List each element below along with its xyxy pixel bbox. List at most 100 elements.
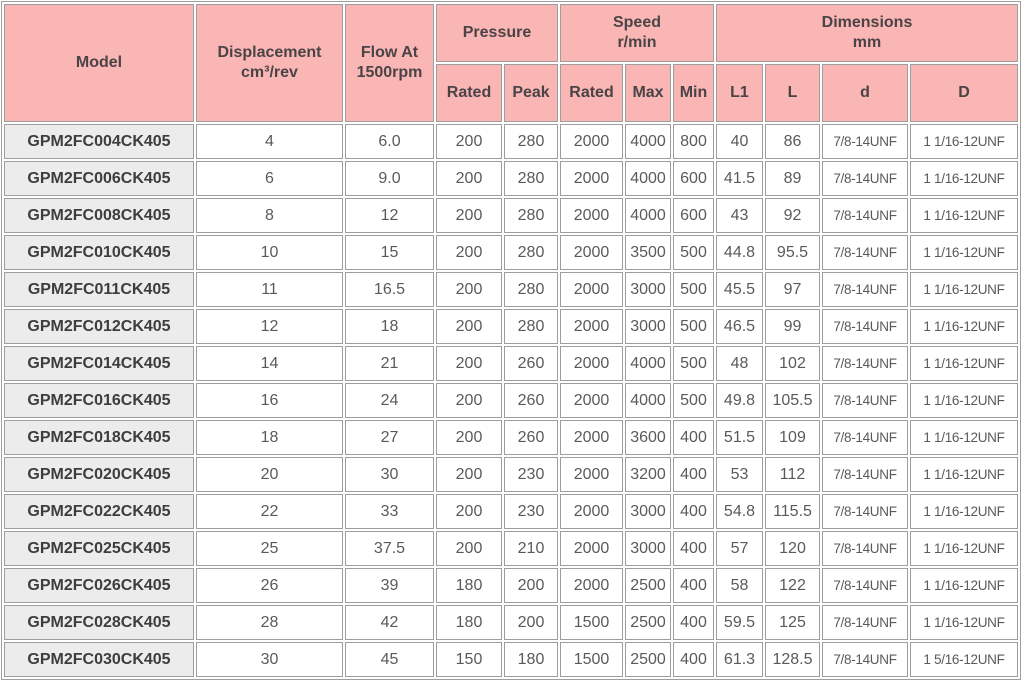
value-cell: 280: [504, 198, 558, 233]
value-cell: 280: [504, 235, 558, 270]
value-cell: 2000: [560, 420, 623, 455]
value-cell: 180: [436, 605, 502, 640]
value-cell: 54.8: [716, 494, 763, 529]
header-pressure-rated: Rated: [436, 64, 502, 122]
value-cell: 1500: [560, 642, 623, 677]
value-cell: 40: [716, 124, 763, 159]
table-row: GPM2FC008CK405 8 12 200 280 2000 4000 600 43 92 7/…: [4, 198, 1018, 233]
model-cell: GPM2FC028CK405: [4, 605, 194, 640]
value-cell: 7/8-14UNF: [822, 272, 908, 307]
header-dimensions-group: Dimensions mm: [716, 4, 1018, 62]
value-cell: 280: [504, 272, 558, 307]
value-cell: 230: [504, 494, 558, 529]
value-cell: 109: [765, 420, 820, 455]
value-cell: 200: [436, 272, 502, 307]
value-cell: 2000: [560, 124, 623, 159]
value-cell: 18: [196, 420, 343, 455]
value-cell: 200: [436, 198, 502, 233]
value-cell: 43: [716, 198, 763, 233]
value-cell: 2000: [560, 568, 623, 603]
table-row: GPM2FC030CK405 30 45 150 180 1500 2500 400 61.3 1…: [4, 642, 1018, 677]
header-speed-rated: Rated: [560, 64, 623, 122]
value-cell: 500: [673, 235, 714, 270]
value-cell: 4000: [625, 124, 671, 159]
value-cell: 2000: [560, 272, 623, 307]
value-cell: 20: [196, 457, 343, 492]
header-model: Model: [4, 4, 194, 122]
value-cell: 12: [196, 309, 343, 344]
value-cell: 30: [345, 457, 434, 492]
header-speed-max: Max: [625, 64, 671, 122]
value-cell: 200: [436, 235, 502, 270]
value-cell: 280: [504, 124, 558, 159]
header-row-subcolumns: Rated Peak Rated Max Min L1 L d D: [4, 64, 1018, 122]
value-cell: 400: [673, 531, 714, 566]
value-cell: 400: [673, 420, 714, 455]
table-header: Model Displacement cm³/rev Flow At 1500r…: [4, 4, 1018, 122]
value-cell: 400: [673, 457, 714, 492]
value-cell: 2000: [560, 161, 623, 196]
value-cell: 45.5: [716, 272, 763, 307]
value-cell: 2000: [560, 383, 623, 418]
value-cell: 150: [436, 642, 502, 677]
value-cell: 4000: [625, 346, 671, 381]
value-cell: 6.0: [345, 124, 434, 159]
value-cell: 8: [196, 198, 343, 233]
value-cell: 7/8-14UNF: [822, 346, 908, 381]
value-cell: 30: [196, 642, 343, 677]
value-cell: 4000: [625, 383, 671, 418]
table-row: GPM2FC004CK405 4 6.0 200 280 2000 4000 800 40 86 7…: [4, 124, 1018, 159]
table-row: GPM2FC016CK405 16 24 200 260 2000 4000 500 49.8 1…: [4, 383, 1018, 418]
value-cell: 2500: [625, 605, 671, 640]
value-cell: 18: [345, 309, 434, 344]
value-cell: 200: [436, 309, 502, 344]
value-cell: 200: [436, 420, 502, 455]
value-cell: 89: [765, 161, 820, 196]
value-cell: 7/8-14UNF: [822, 383, 908, 418]
value-cell: 21: [345, 346, 434, 381]
value-cell: 10: [196, 235, 343, 270]
table-row: GPM2FC026CK405 26 39 180 200 2000 2500 400 58 122…: [4, 568, 1018, 603]
value-cell: 1 5/16-12UNF: [910, 642, 1018, 677]
value-cell: 1 1/16-12UNF: [910, 383, 1018, 418]
header-speed-min: Min: [673, 64, 714, 122]
table-row: GPM2FC025CK405 25 37.5 200 210 2000 3000 400 57 1…: [4, 531, 1018, 566]
value-cell: 3200: [625, 457, 671, 492]
value-cell: 1 1/16-12UNF: [910, 124, 1018, 159]
value-cell: 500: [673, 383, 714, 418]
header-flow: Flow At 1500rpm: [345, 4, 434, 122]
value-cell: 600: [673, 198, 714, 233]
table-row: GPM2FC028CK405 28 42 180 200 1500 2500 400 59.5 1…: [4, 605, 1018, 640]
value-cell: 2000: [560, 235, 623, 270]
value-cell: 120: [765, 531, 820, 566]
value-cell: 41.5: [716, 161, 763, 196]
value-cell: 200: [504, 568, 558, 603]
value-cell: 200: [436, 124, 502, 159]
value-cell: 112: [765, 457, 820, 492]
model-cell: GPM2FC022CK405: [4, 494, 194, 529]
value-cell: 16: [196, 383, 343, 418]
value-cell: 4000: [625, 161, 671, 196]
value-cell: 15: [345, 235, 434, 270]
value-cell: 800: [673, 124, 714, 159]
table-row: GPM2FC020CK405 20 30 200 230 2000 3200 400 53 112…: [4, 457, 1018, 492]
value-cell: 260: [504, 420, 558, 455]
value-cell: 400: [673, 568, 714, 603]
value-cell: 49.8: [716, 383, 763, 418]
value-cell: 3000: [625, 494, 671, 529]
value-cell: 7/8-14UNF: [822, 161, 908, 196]
value-cell: 102: [765, 346, 820, 381]
header-dim-d-small: d: [822, 64, 908, 122]
value-cell: 33: [345, 494, 434, 529]
value-cell: 37.5: [345, 531, 434, 566]
value-cell: 6: [196, 161, 343, 196]
table-row: GPM2FC022CK405 22 33 200 230 2000 3000 400 54.8 1…: [4, 494, 1018, 529]
model-cell: GPM2FC008CK405: [4, 198, 194, 233]
model-cell: GPM2FC010CK405: [4, 235, 194, 270]
value-cell: 3600: [625, 420, 671, 455]
model-cell: GPM2FC004CK405: [4, 124, 194, 159]
value-cell: 99: [765, 309, 820, 344]
value-cell: 57: [716, 531, 763, 566]
